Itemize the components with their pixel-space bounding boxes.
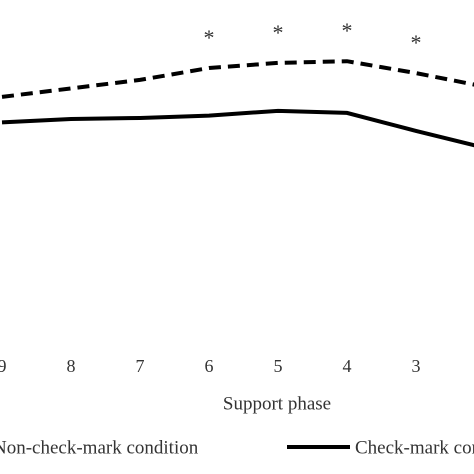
legend-label: Non-check-mark condition: [0, 437, 199, 458]
significance-marker: *: [411, 30, 422, 55]
x-tick-label: 8: [67, 356, 76, 376]
significance-marker: *: [342, 18, 353, 43]
significance-marker: *: [273, 20, 284, 45]
x-tick-label: 7: [136, 356, 145, 376]
x-tick-label: 6: [205, 356, 214, 376]
x-tick-label: 5: [274, 356, 283, 376]
data-line: [1, 108, 474, 148]
x-tick-label: 9: [0, 356, 7, 376]
x-tick-label: 3: [412, 356, 421, 376]
significance-marker: *: [204, 25, 215, 50]
x-tick-label: 4: [343, 356, 352, 376]
legend-label: Check-mark condition: [355, 437, 474, 458]
data-line: [1, 59, 474, 99]
x-axis-label: Support phase: [223, 393, 331, 414]
